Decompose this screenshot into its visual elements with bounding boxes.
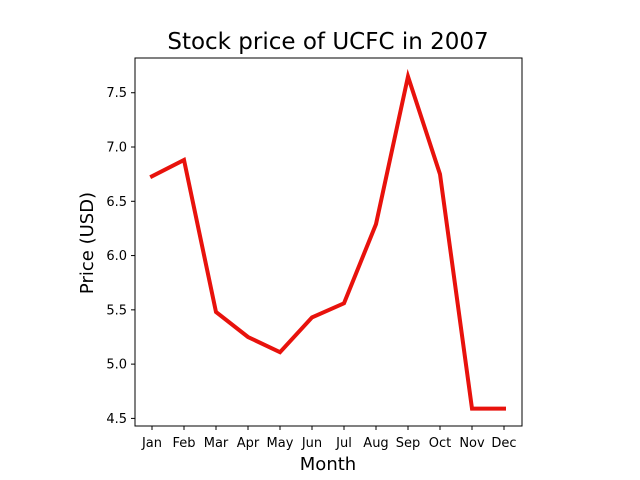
x-axis: Jan Feb Mar Apr May Jun Jul Aug Sep Oct Nov Dec: [141, 426, 517, 451]
x-tick-label: Nov: [459, 436, 485, 451]
x-tick-label: Jan: [141, 436, 162, 451]
x-tick-label: Sep: [396, 436, 421, 451]
x-tick-label: Jul: [335, 436, 352, 451]
y-tick-label: 6.0: [106, 249, 127, 264]
y-tick-label: 7.5: [106, 86, 127, 101]
x-axis-label: Month: [300, 454, 356, 475]
chart-title: Stock price of UCFC in 2007: [167, 29, 488, 55]
x-tick-label: Apr: [237, 436, 260, 451]
plot-frame: [134, 57, 523, 427]
x-tick-label: Mar: [204, 436, 229, 451]
y-axis: 4.5 5.0 5.5 6.0 6.5 7.0 7.5: [106, 86, 135, 427]
x-tick-label: May: [267, 436, 294, 451]
plot-area: [134, 57, 523, 427]
y-tick-label: 4.5: [106, 412, 127, 427]
x-tick-label: Jun: [301, 436, 322, 451]
y-tick-label: 5.0: [106, 358, 127, 373]
x-tick-label: Aug: [363, 436, 388, 451]
x-tick-label: Oct: [429, 436, 451, 451]
x-tick-label: Dec: [491, 436, 516, 451]
y-tick-label: 6.5: [106, 195, 127, 210]
y-axis-label: Price (USD): [77, 192, 98, 294]
series-line: [149, 68, 506, 411]
y-tick-label: 7.0: [106, 141, 127, 156]
y-tick-label: 5.5: [106, 303, 127, 318]
x-tick-label: Feb: [172, 436, 195, 451]
